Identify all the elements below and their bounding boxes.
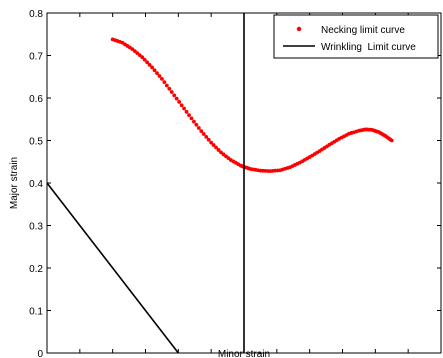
necking-curve-point [157,74,162,78]
necking-curve-point [160,76,164,81]
necking-curve-point [142,57,147,62]
necking-curve-point [152,68,157,73]
series-layer [46,13,394,354]
necking-curve-point [192,119,196,124]
legend-box [273,14,439,59]
y-tick-label: 0.5 [29,137,43,148]
necking-curve-point [162,80,167,85]
necking-curve-point [164,83,169,88]
necking-curve-point [182,106,186,111]
y-tick-label: 0.6 [29,94,43,105]
necking-curve-point [150,65,154,70]
necking-curve-point [204,134,209,139]
necking-curve-point [167,86,172,91]
necking-curve-point [199,129,204,134]
necking-curve-point [172,93,177,98]
y-tick-label: 0 [37,349,43,358]
y-tick-label: 0.7 [29,52,43,63]
y-axis-label: Major strain [9,157,20,209]
necking-curve-point [155,71,159,76]
legend-label-necking: Necking limit curve [321,25,405,36]
x-axis-label: Minor strain [218,349,270,358]
necking-curve-point [174,96,179,101]
legend-label-wrinkling: Wrinkling Limit curve [321,42,416,53]
necking-curve-point [169,90,174,94]
necking-curve-point [211,143,216,147]
necking-curve-point [184,109,189,114]
necking-curve-point [206,137,211,142]
y-tick-label: 0.2 [29,264,43,275]
necking-curve-point [147,62,152,67]
y-tick-label: 0.3 [29,222,43,233]
necking-curve-point [194,122,199,127]
necking-curve-point [209,140,214,145]
necking-curve-point [216,148,221,152]
necking-curve-point [201,132,206,136]
y-tick-label: 0.8 [29,9,43,20]
necking-curve-point [187,113,191,118]
necking-curve-point [145,60,150,65]
necking-curve-point [140,55,145,60]
wrinkling-limit-line [46,182,179,354]
necking-curve-point [196,126,201,130]
necking-curve-point [177,100,182,104]
necking-curve-point [214,145,218,150]
necking-curve-point [179,103,184,108]
y-tick-label: 0.1 [29,307,43,318]
necking-curve-point [389,138,394,143]
legend-marker-necking [296,26,302,32]
y-tick-label: 0.4 [29,179,43,190]
necking-curve-point [189,116,194,121]
legend: Necking limit curve Wrinkling Limit curv… [273,14,439,59]
